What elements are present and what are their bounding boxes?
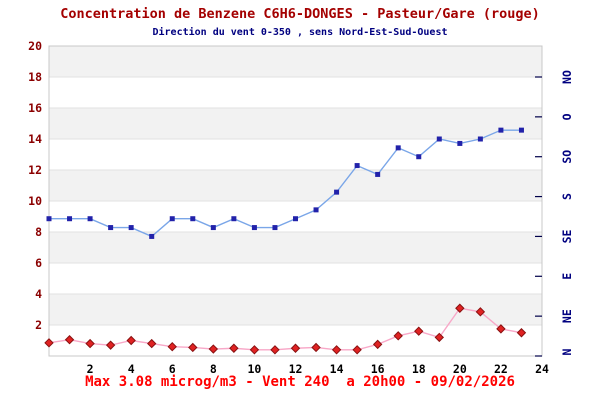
direction-du-vent-point [108,225,114,231]
direction-du-vent-point [272,225,278,231]
left-axis-label: 4 [35,287,42,301]
direction-du-vent-point [128,225,134,231]
benzene-c6h6-point [372,339,383,350]
x-axis-label: 12 [289,362,303,376]
direction-du-vent-point [498,127,504,133]
benzene-c6h6-point [167,341,177,352]
plot-border [48,45,543,357]
x-axis-label: 18 [412,362,426,376]
x-axis-label: 20 [453,362,467,376]
benzene-c6h6-point [414,326,424,336]
wind-direction-label: O [560,113,574,120]
plot-band [49,170,542,201]
plot-band [49,232,542,263]
benzene-c6h6-point [188,342,198,353]
x-axis-label: 6 [169,362,176,376]
direction-du-vent-point [457,140,463,146]
benzene-c6h6-point [475,307,486,317]
chart-title: Concentration de Benzene C6H6-DONGES - P… [60,6,540,22]
benzene-c6h6-point [352,345,362,355]
benzene-c6h6-point [290,343,301,353]
left-axis-label: 14 [28,132,42,146]
wind-direction-label: SO [560,150,574,164]
wind-direction-label: E [560,273,574,280]
benzene-c6h6-point [208,344,219,354]
direction-du-vent-point [395,145,401,151]
x-axis-label: 4 [128,362,135,376]
benzene-c6h6-point [393,331,403,341]
benzene-c6h6-point [455,303,465,313]
benzene-c6h6-point [311,342,321,353]
direction-du-vent-point [375,171,381,177]
max-annotation: Max 3.08 microg/m3 - Vent 240 a 20h00 - … [85,374,515,390]
left-axis-label: 6 [35,256,42,270]
x-axis-label: 10 [247,362,261,376]
wind-direction-label: S [560,193,574,200]
benzene-c6h6-point [229,343,239,353]
benzene-c6h6-point [85,338,95,349]
benzene-c6h6-point [105,340,116,350]
benzene-c6h6-point [434,332,444,343]
wind-direction-label: NE [560,309,574,323]
left-axis-label: 16 [28,101,42,115]
x-axis-label: 16 [371,362,385,376]
benzene-c6h6-point [270,345,280,355]
direction-du-vent-point [46,216,52,222]
x-axis-label: 8 [210,362,217,376]
direction-du-vent-point [231,216,237,222]
wind-direction-label: N [560,348,574,355]
left-axis-label: 2 [35,318,42,332]
wind-direction-label: SE [560,229,574,243]
direction-du-vent-point [313,207,319,213]
plot-band [49,108,542,139]
benzene-c6h6-point [44,338,54,348]
left-axis-label: 8 [35,225,42,239]
direction-du-vent-point [416,154,422,160]
direction-du-vent-point [67,216,73,222]
left-axis-label: 20 [28,39,42,53]
left-axis-label: 12 [28,163,42,177]
x-axis-label: 22 [494,362,508,376]
benzene-c6h6-point [249,345,260,355]
left-axis-label: 18 [28,70,42,84]
direction-du-vent-point [436,136,442,142]
direction-du-vent-point [477,136,483,142]
x-axis-label: 14 [330,362,344,376]
direction-du-vent-point [190,216,196,222]
x-axis-label: 24 [535,362,549,376]
left-axis-label: 10 [28,194,42,208]
direction-du-vent-point [251,225,257,231]
wind-direction-label: NO [560,70,574,84]
benzene-c6h6-point [64,335,75,345]
direction-du-vent-line [49,129,522,238]
direction-du-vent-point [87,216,93,222]
benzene-c6h6-point [147,338,157,349]
direction-du-vent-point [293,216,298,222]
benzene-c6h6-point [331,345,342,355]
direction-du-vent-point [149,233,155,239]
direction-du-vent-point [518,127,524,133]
direction-du-vent-point [210,225,216,231]
chart-subtitle: Direction du vent 0-350 , sens Nord-Est-… [152,27,448,38]
direction-du-vent-point [169,216,175,222]
direction-du-vent-point [334,189,340,195]
benzene-c6h6-point [516,328,527,338]
x-axis-label: 2 [87,362,94,376]
direction-du-vent-point [354,163,360,169]
benzene-c6h6-point [496,324,506,334]
plot-band [49,46,542,77]
benzene-c6h6-point [126,335,136,346]
